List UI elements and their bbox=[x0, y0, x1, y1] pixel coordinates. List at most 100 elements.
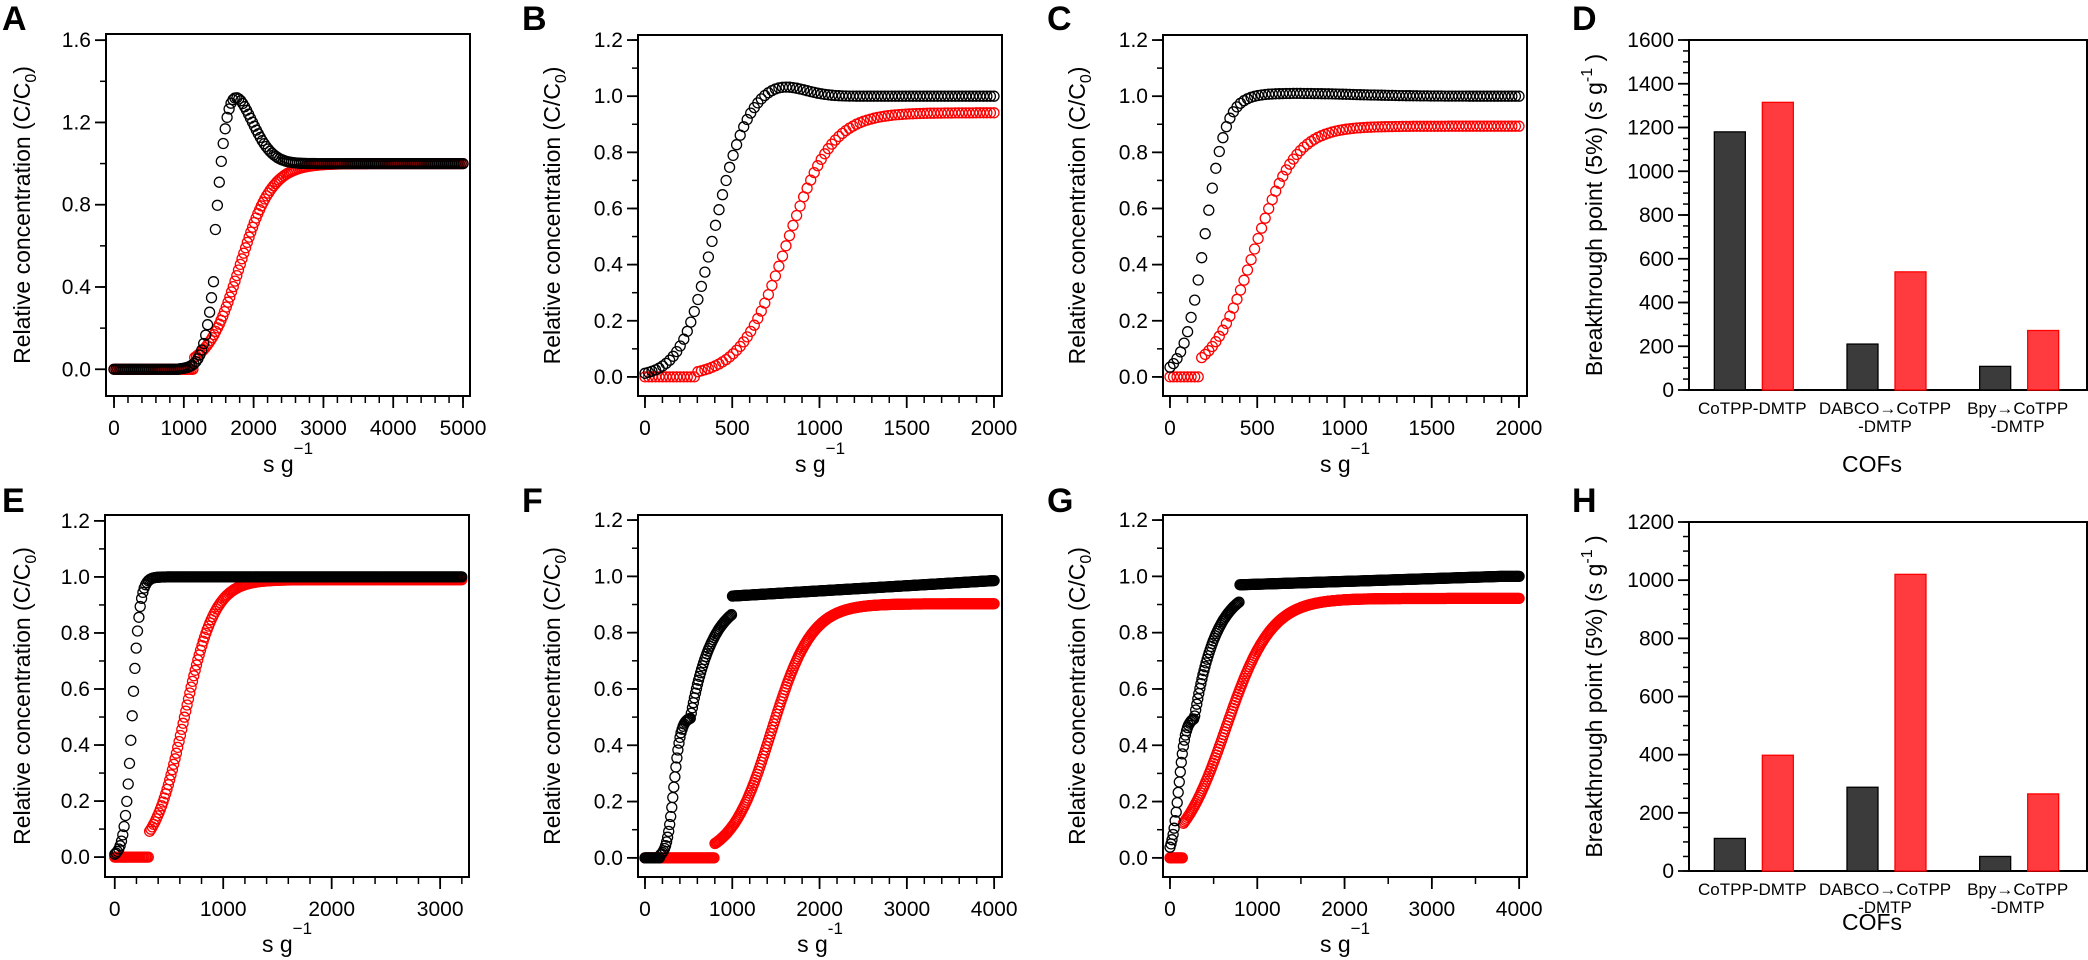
y-axis-title-main: Relative concentration (C/C bbox=[539, 564, 565, 845]
data-point bbox=[794, 200, 806, 212]
data-point bbox=[1231, 598, 1243, 610]
y-tick-label: 0.6 bbox=[594, 197, 623, 220]
y-tick-label: 1.2 bbox=[594, 29, 623, 52]
data-point bbox=[260, 190, 273, 202]
data-point bbox=[1189, 294, 1201, 306]
data-point bbox=[671, 345, 683, 358]
data-point bbox=[169, 753, 181, 765]
data-point bbox=[689, 687, 702, 699]
data-point bbox=[457, 157, 469, 170]
data-point bbox=[166, 764, 179, 776]
y-axis-title-main: Relative concentration (C/C bbox=[9, 83, 35, 364]
x-category-line: Bpy→CoTPP bbox=[1967, 399, 2068, 418]
y-axis-title: Relative concentration (C/C0) bbox=[539, 547, 570, 845]
data-point bbox=[691, 678, 704, 690]
x-tick-label: 0 bbox=[639, 417, 651, 440]
data-point bbox=[755, 93, 767, 105]
y-tick-label: 0.2 bbox=[1119, 310, 1148, 333]
y-tick-label: 0.4 bbox=[61, 734, 91, 757]
x-axis-title: s g−1 bbox=[795, 439, 845, 477]
series-red bbox=[109, 574, 468, 863]
data-point bbox=[235, 95, 247, 107]
series-black bbox=[1164, 87, 1525, 373]
y-tick-label: 0.6 bbox=[61, 678, 90, 701]
y-tick-label: 0.6 bbox=[1119, 678, 1148, 701]
data-point bbox=[234, 258, 246, 271]
bar-red bbox=[1761, 754, 1794, 872]
data-point bbox=[1206, 182, 1218, 194]
data-point bbox=[787, 219, 799, 232]
data-point bbox=[133, 611, 145, 623]
bar-red bbox=[1894, 573, 1927, 872]
data-point bbox=[123, 757, 136, 770]
data-point bbox=[725, 609, 738, 621]
y-tick-label: 1.0 bbox=[594, 565, 623, 588]
x-tick-label: 3000 bbox=[883, 898, 930, 921]
data-point bbox=[125, 734, 137, 746]
data-point bbox=[1248, 243, 1261, 255]
panel-letter: D bbox=[1572, 0, 1597, 38]
data-point bbox=[1196, 351, 1208, 364]
data-point bbox=[780, 81, 792, 93]
y-tick-label: 0.0 bbox=[61, 846, 90, 869]
data-point bbox=[1294, 144, 1307, 157]
panel-a: A 0.0 0.4 0.8 1.2 1.6 Relative concentration (… bbox=[2, 0, 486, 477]
data-point bbox=[209, 223, 222, 236]
data-point bbox=[708, 852, 720, 864]
panel-letter: H bbox=[1572, 482, 1597, 520]
y-tick-label: 400 bbox=[1639, 744, 1674, 767]
data-point bbox=[668, 781, 680, 793]
y-tick-label: 1.2 bbox=[62, 111, 91, 134]
data-point bbox=[188, 670, 200, 682]
y-axis-title-main: Breakthrough point (5%) (s g bbox=[1581, 82, 1607, 376]
y-tick-label: 1200 bbox=[1627, 511, 1674, 534]
data-point bbox=[1232, 597, 1244, 609]
x-tick-label: 0 bbox=[109, 898, 121, 921]
y-tick-label: 0.2 bbox=[594, 791, 623, 814]
data-point bbox=[131, 625, 144, 637]
x-axis-title-superscript: −1 bbox=[294, 439, 313, 458]
series-red bbox=[1164, 592, 1525, 864]
data-point bbox=[114, 840, 126, 852]
data-point bbox=[456, 571, 468, 583]
data-point bbox=[886, 109, 898, 121]
y-axis-title-superscript: -1 bbox=[1579, 549, 1596, 563]
data-point bbox=[1213, 145, 1225, 158]
bar-red bbox=[1894, 271, 1927, 391]
y-axis-title-end: ) bbox=[539, 547, 565, 555]
data-point bbox=[741, 113, 753, 126]
data-point bbox=[1174, 766, 1186, 778]
data-point bbox=[721, 612, 734, 625]
y-axis-title: Relative concentration (C/C0) bbox=[1064, 547, 1095, 845]
x-axis-title: s g−1 bbox=[1320, 439, 1370, 477]
data-point bbox=[882, 110, 894, 122]
data-point bbox=[172, 741, 184, 754]
plot-frame bbox=[637, 514, 1003, 878]
data-point bbox=[239, 242, 252, 254]
x-tick-label: 0 bbox=[1164, 898, 1176, 921]
data-point bbox=[1277, 170, 1289, 182]
data-point bbox=[1192, 274, 1204, 286]
y-tick-label: 0.8 bbox=[62, 194, 91, 217]
y-tick-label: 1600 bbox=[1627, 29, 1674, 52]
data-point bbox=[1234, 284, 1247, 296]
data-point bbox=[730, 344, 743, 356]
x-tick-label: 1000 bbox=[1234, 898, 1281, 921]
data-point bbox=[723, 610, 736, 623]
data-point bbox=[1513, 570, 1525, 583]
data-point bbox=[238, 247, 250, 259]
data-point bbox=[776, 250, 789, 262]
x-tick-label: 3000 bbox=[417, 898, 464, 921]
data-point bbox=[745, 107, 757, 119]
x-category-label: DABCO→CoTPP -DMTP bbox=[1819, 880, 1951, 917]
data-point bbox=[790, 209, 803, 222]
series-black bbox=[1164, 570, 1525, 853]
y-tick-label: 1.2 bbox=[61, 510, 90, 533]
data-point bbox=[723, 351, 736, 363]
data-point bbox=[178, 711, 191, 723]
bar-red bbox=[2027, 793, 2060, 872]
data-point bbox=[1509, 120, 1522, 132]
data-point bbox=[688, 305, 700, 318]
data-point bbox=[1224, 112, 1236, 124]
